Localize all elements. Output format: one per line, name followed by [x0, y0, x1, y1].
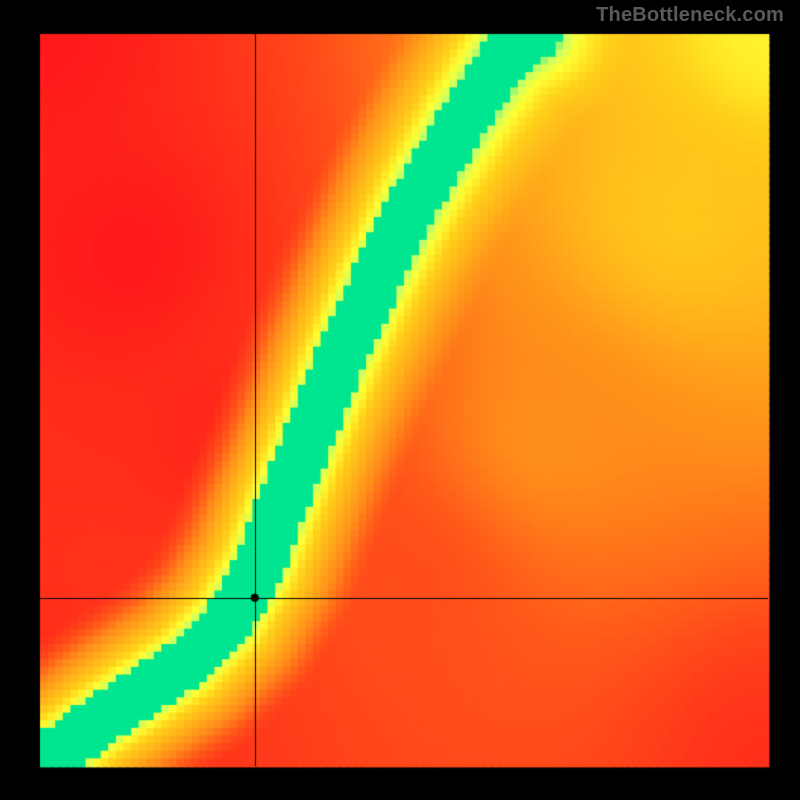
chart-container: TheBottleneck.com: [0, 0, 800, 800]
heatmap-canvas: [0, 0, 800, 800]
watermark-label: TheBottleneck.com: [596, 4, 784, 27]
